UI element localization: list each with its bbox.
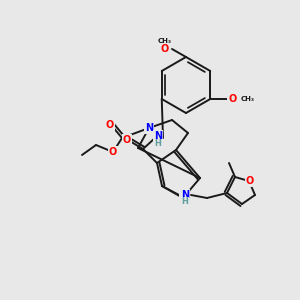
Text: CH₃: CH₃ [158, 38, 172, 44]
Text: N: N [181, 190, 189, 200]
Text: H: H [182, 197, 188, 206]
Text: O: O [109, 147, 117, 157]
Text: O: O [228, 94, 236, 104]
Text: N: N [145, 123, 153, 133]
Text: O: O [246, 176, 254, 186]
Text: S: S [179, 195, 187, 205]
Text: O: O [106, 120, 114, 130]
Text: CH₃: CH₃ [240, 96, 254, 102]
Text: N: N [154, 131, 162, 141]
Text: H: H [154, 140, 161, 148]
Text: O: O [123, 135, 131, 145]
Text: O: O [161, 44, 169, 54]
